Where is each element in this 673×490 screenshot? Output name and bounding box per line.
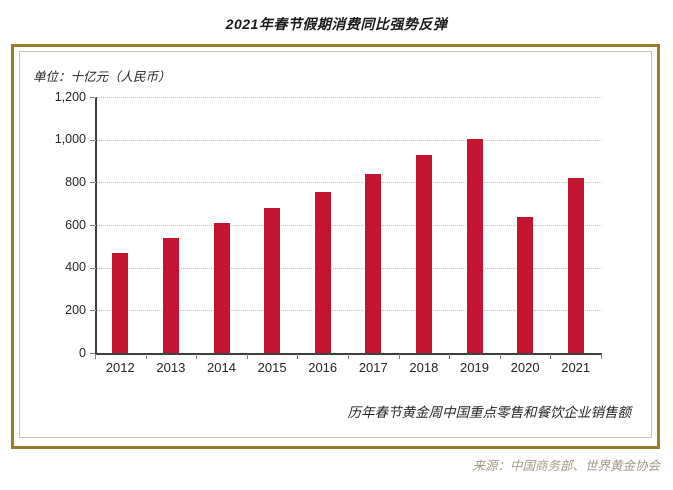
chart-outer-frame [11,44,660,449]
source-note: 来源：中国商务部、世界黄金协会 [472,459,660,473]
chart-inner-frame [19,51,652,438]
chart-title: 2021年春节假期消费同比强势反弹 [225,16,448,32]
y-axis-unit-label: 单位：十亿元（人民币） [33,70,171,84]
chart-caption: 历年春节黄金周中国重点零售和餐饮企业销售额 [347,405,632,420]
